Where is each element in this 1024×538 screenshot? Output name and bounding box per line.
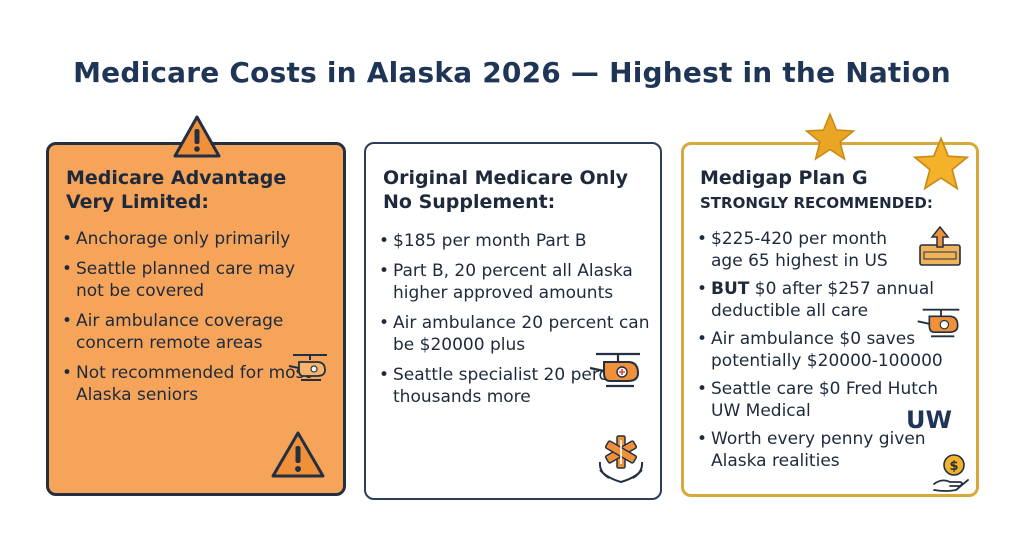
price-up-icon: [919, 225, 961, 266]
uw-logo: UW: [906, 406, 952, 434]
emphasis-text: BUT: [711, 279, 750, 299]
dollar-hand-icon: $: [933, 454, 969, 492]
bullet-list: $185 per month Part B Part B, 20 percent…: [379, 230, 654, 416]
list-item: Seattle planned care may not be covered: [62, 258, 320, 302]
page-title: Medicare Costs in Alaska 2026 — Highest …: [73, 56, 951, 89]
helicopter-icon: [288, 354, 327, 381]
list-item: $225-420 per month age 65 highest in US: [697, 228, 921, 272]
card-subheading: STRONGLY RECOMMENDED:: [700, 194, 933, 212]
list-item: Anchorage only primarily: [62, 228, 320, 250]
list-item: Air ambulance 20 percent can be $20000 p…: [379, 312, 654, 356]
card-heading: Medigap Plan G: [700, 167, 868, 189]
star-of-life-icon: [598, 435, 644, 484]
list-item: Seattle care $0 Fred Hutch UW Medical: [697, 378, 971, 422]
list-item: Air ambulance coverage concern remote ar…: [62, 310, 320, 354]
list-item: Part B, 20 percent all Alaska higher app…: [379, 260, 654, 304]
helicopter-icon: [917, 308, 960, 338]
star-icon: [912, 136, 970, 191]
helicopter-icon: [589, 352, 640, 388]
svg-text:$: $: [949, 459, 958, 474]
card-heading: Original Medicare Only No Supplement:: [383, 167, 629, 213]
bullet-list: Anchorage only primarily Seattle planned…: [62, 228, 320, 414]
warning-icon: [173, 115, 221, 158]
star-icon: [804, 112, 856, 161]
list-item: Worth every penny given Alaska realities: [697, 428, 949, 472]
list-item: Seattle specialist 20 percent thousands …: [379, 364, 654, 408]
list-item-text: $0 after $257 annual deductible all care: [711, 279, 934, 321]
warning-icon: [271, 431, 325, 478]
list-item: Air ambulance $0 saves potentially $2000…: [697, 328, 971, 372]
list-item: Not recommended for most Alaska seniors: [62, 362, 320, 406]
list-item: $185 per month Part B: [379, 230, 654, 252]
bullet-list: $225-420 per month age 65 highest in US …: [697, 228, 943, 478]
list-item: BUT $0 after $257 annual deductible all …: [697, 278, 961, 322]
card-heading: Medicare Advantage Very Limited:: [66, 167, 287, 213]
